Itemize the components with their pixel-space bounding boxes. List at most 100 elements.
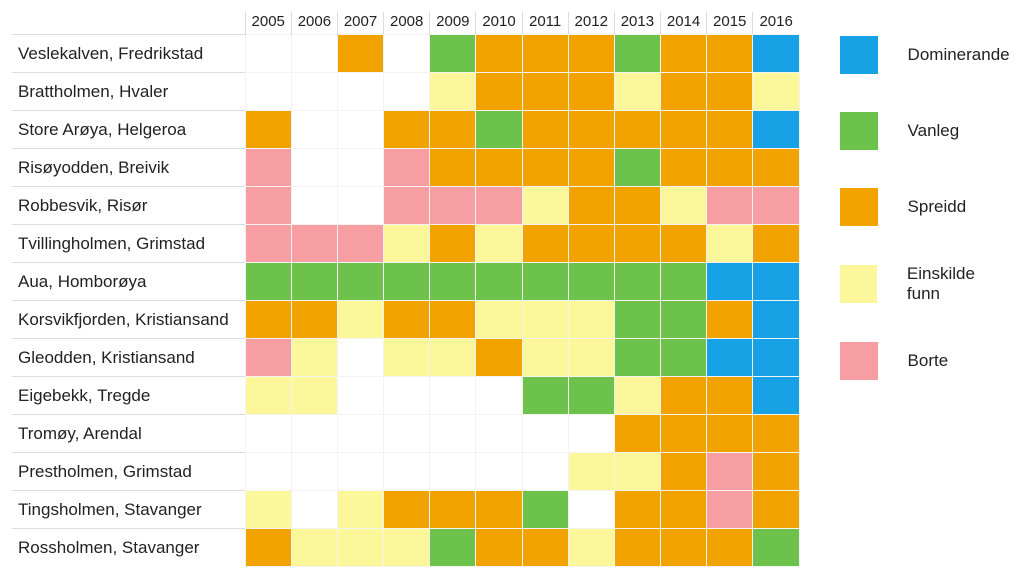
heatmap-cell <box>245 491 291 529</box>
heatmap-cell <box>337 339 383 377</box>
heatmap-cell <box>707 149 753 187</box>
heatmap-cell <box>707 111 753 149</box>
legend-item: Dominerande <box>840 36 1011 74</box>
heatmap-cell <box>614 35 660 73</box>
heatmap-cell <box>753 149 799 187</box>
heatmap-cell <box>384 187 430 225</box>
heatmap-cell <box>707 225 753 263</box>
row-label: Aua, Homborøya <box>12 263 245 301</box>
heatmap-cell <box>522 377 568 415</box>
heatmap-cell <box>522 35 568 73</box>
heatmap-cell <box>245 187 291 225</box>
heatmap-cell <box>753 339 799 377</box>
heatmap-cell <box>430 149 476 187</box>
heatmap-cell <box>476 529 522 567</box>
heatmap-cell <box>660 111 706 149</box>
heatmap-cell <box>291 73 337 111</box>
heatmap-cell <box>660 339 706 377</box>
heatmap-cell <box>384 111 430 149</box>
heatmap-cell <box>245 149 291 187</box>
heatmap-cell <box>522 187 568 225</box>
heatmap-cell <box>522 301 568 339</box>
heatmap-cell <box>384 225 430 263</box>
heatmap-cell <box>753 111 799 149</box>
row-label: Brattholmen, Hvaler <box>12 73 245 111</box>
heatmap-cell <box>245 529 291 567</box>
heatmap-cell <box>337 263 383 301</box>
heatmap-cell <box>568 73 614 111</box>
heatmap-cell <box>337 73 383 111</box>
year-header: 2014 <box>660 12 706 35</box>
heatmap-cell <box>476 225 522 263</box>
row-label: Korsvikfjorden, Kristiansand <box>12 301 245 339</box>
row-label: Store Arøya, Helgeroa <box>12 111 245 149</box>
legend-swatch <box>840 112 878 150</box>
heatmap-cell <box>568 301 614 339</box>
heatmap-cell <box>614 149 660 187</box>
heatmap-cell <box>614 415 660 453</box>
heatmap-cell <box>614 225 660 263</box>
heatmap-cell <box>707 529 753 567</box>
heatmap-cell <box>384 149 430 187</box>
heatmap-cell <box>291 35 337 73</box>
heatmap-cell <box>430 529 476 567</box>
heatmap-cell <box>753 301 799 339</box>
table-row: Eigebekk, Tregde <box>12 377 799 415</box>
heatmap-cell <box>660 187 706 225</box>
row-label: Tingsholmen, Stavanger <box>12 491 245 529</box>
table-row: Aua, Homborøya <box>12 263 799 301</box>
heatmap-cell <box>430 111 476 149</box>
heatmap-cell <box>384 415 430 453</box>
heatmap-cell <box>614 339 660 377</box>
heatmap-cell <box>568 415 614 453</box>
heatmap-cell <box>522 453 568 491</box>
year-header: 2012 <box>568 12 614 35</box>
table-row: Gleodden, Kristiansand <box>12 339 799 377</box>
heatmap-cell <box>430 263 476 301</box>
heatmap-cell <box>476 187 522 225</box>
row-label: Tvillingholmen, Grimstad <box>12 225 245 263</box>
heatmap-cell <box>522 263 568 301</box>
heatmap-cell <box>568 453 614 491</box>
heatmap-cell <box>568 339 614 377</box>
heatmap-cell <box>476 491 522 529</box>
heatmap-cell <box>476 111 522 149</box>
heatmap-cell <box>707 73 753 111</box>
heatmap-cell <box>291 225 337 263</box>
heatmap-cell <box>660 35 706 73</box>
year-header: 2015 <box>707 12 753 35</box>
heatmap-cell <box>753 529 799 567</box>
heatmap-cell <box>337 225 383 263</box>
year-header: 2009 <box>430 12 476 35</box>
table-row: Store Arøya, Helgeroa <box>12 111 799 149</box>
heatmap-cell <box>753 35 799 73</box>
row-label: Tromøy, Arendal <box>12 415 245 453</box>
heatmap-cell <box>614 301 660 339</box>
year-header: 2008 <box>384 12 430 35</box>
legend-label: Spreidd <box>908 197 967 217</box>
heatmap-cell <box>753 453 799 491</box>
heatmap-cell <box>476 453 522 491</box>
heatmap-cell <box>707 301 753 339</box>
heatmap-cell <box>568 225 614 263</box>
heatmap-cell <box>707 453 753 491</box>
heatmap-cell <box>245 377 291 415</box>
rowlabel-spacer <box>12 12 245 35</box>
heatmap-cell <box>753 187 799 225</box>
table-row: Tingsholmen, Stavanger <box>12 491 799 529</box>
year-header: 2005 <box>245 12 291 35</box>
heatmap-cell <box>384 491 430 529</box>
legend-label: Borte <box>908 351 949 371</box>
year-header: 2007 <box>337 12 383 35</box>
heatmap-cell <box>660 415 706 453</box>
heatmap-cell <box>245 339 291 377</box>
heatmap-cell <box>337 529 383 567</box>
legend-item: Borte <box>840 342 1011 380</box>
heatmap-cell <box>568 529 614 567</box>
heatmap-cell <box>337 491 383 529</box>
heatmap-cell <box>384 301 430 339</box>
heatmap-cell <box>245 73 291 111</box>
legend-label: Vanleg <box>908 121 960 141</box>
row-label: Prestholmen, Grimstad <box>12 453 245 491</box>
legend-swatch <box>840 188 878 226</box>
